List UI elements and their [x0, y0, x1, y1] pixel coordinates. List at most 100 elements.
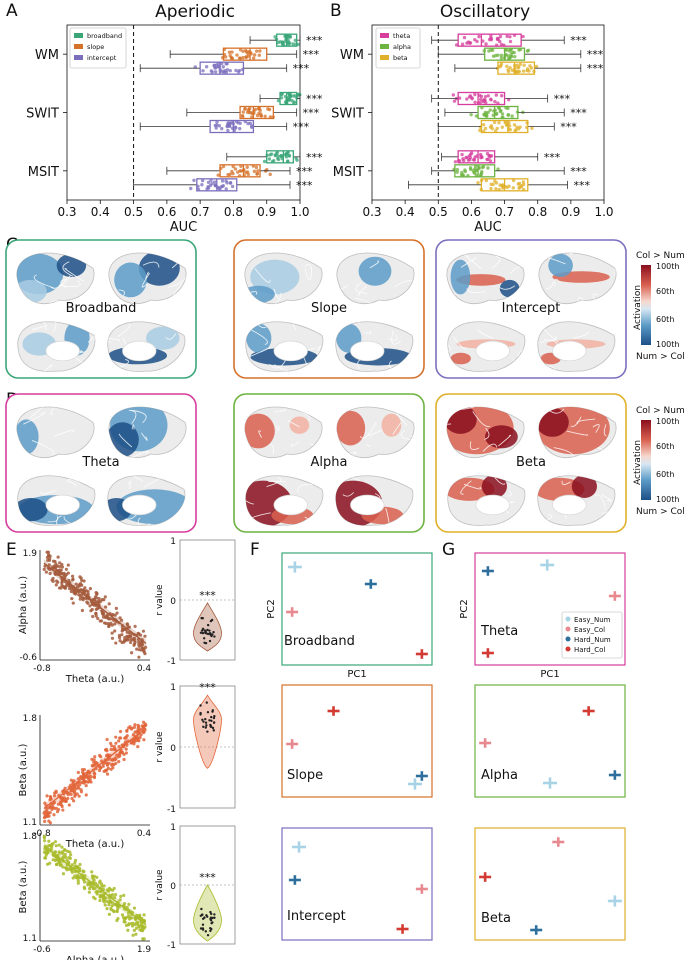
- x-tick-label: 0.5: [429, 205, 448, 219]
- y-axis-label: Alpha (a.u.): [18, 576, 29, 634]
- scatter-point: [90, 870, 94, 874]
- scatter-point: [47, 553, 51, 557]
- parcel-border: [66, 478, 81, 485]
- data-point: [229, 55, 234, 60]
- scatter-point: [75, 585, 80, 589]
- scatter-point: [73, 858, 78, 862]
- brain-medial-left: [447, 321, 526, 372]
- data-point: [498, 34, 503, 39]
- colorbar-d-tick-3: 60th: [656, 470, 674, 479]
- scatter-point: [86, 592, 90, 596]
- scatter-point: [133, 642, 137, 646]
- scatter-point: [129, 916, 134, 920]
- scatter-point: [103, 595, 107, 599]
- scatter-point: [118, 729, 123, 734]
- data-point: [268, 153, 272, 157]
- scatter-point: [105, 907, 109, 911]
- scatter-point: [86, 883, 90, 887]
- parcel-border: [117, 323, 131, 338]
- data-point: [276, 98, 281, 103]
- colorbar-c-axis-label: Activation: [633, 285, 643, 330]
- data-point: [481, 122, 486, 127]
- data-point: [217, 186, 221, 190]
- medial-wall: [475, 494, 510, 516]
- scatter-point: [94, 607, 98, 612]
- parcel-border: [137, 517, 145, 526]
- data-point: [268, 115, 273, 119]
- parcel-border: [274, 364, 294, 372]
- scatter-point: [110, 636, 115, 640]
- data-point: [494, 187, 498, 191]
- parcel-border: [127, 480, 132, 490]
- data-point: [479, 171, 484, 175]
- parcel-border: [499, 285, 516, 290]
- y-tick-label: 0: [170, 597, 176, 607]
- regression-line: [43, 727, 147, 810]
- brain-medial-left: [17, 475, 96, 526]
- data-point: [455, 167, 460, 172]
- scatter-point: [101, 894, 105, 898]
- y-tick-label: 1.9: [23, 549, 38, 559]
- data-point: [262, 159, 267, 164]
- scatter-point: [112, 886, 116, 891]
- scatter-point: [89, 780, 93, 784]
- panel-d-brain-maps: Theta Alpha Beta: [5, 393, 627, 533]
- activation-region: [146, 326, 180, 350]
- scatter-point: [143, 651, 147, 656]
- scatter-point: [98, 766, 103, 770]
- scatter-point: [71, 578, 75, 582]
- scatter-point: [92, 774, 96, 779]
- data-point: [476, 180, 480, 185]
- scatter-point: [87, 890, 91, 894]
- data-point: [495, 37, 500, 42]
- data-point: [518, 125, 522, 129]
- scatter-point: [51, 559, 56, 563]
- scatter-point: [110, 904, 114, 908]
- scatter-point: [108, 617, 113, 621]
- violin-point: [211, 921, 214, 924]
- group-label: WM: [35, 48, 59, 63]
- data-point: [472, 158, 477, 162]
- scatter-point: [141, 629, 146, 633]
- scatter-point: [115, 753, 119, 757]
- data-point: [495, 126, 499, 131]
- parcel-border: [507, 490, 512, 497]
- scatter-point: [102, 598, 106, 602]
- data-point: [255, 113, 260, 118]
- scatter-point: [120, 913, 125, 917]
- data-point: [460, 170, 464, 175]
- scatter-point: [69, 783, 73, 787]
- scatter-point: [70, 587, 74, 591]
- data-point: [493, 179, 497, 183]
- panel-letter-g: G: [442, 540, 455, 560]
- data-point: [477, 93, 482, 98]
- scatter-point: [43, 813, 47, 817]
- legend-swatch-alpha: [380, 44, 389, 49]
- scatter-point: [132, 636, 137, 640]
- violin-point: [209, 910, 212, 914]
- data-point: [464, 155, 468, 160]
- violin-point: [202, 720, 205, 723]
- data-point: [526, 48, 531, 53]
- x-tick-label: 0.4: [137, 829, 152, 839]
- data-point: [486, 94, 490, 98]
- scatter-point: [122, 752, 126, 757]
- parcel-border: [165, 333, 177, 340]
- violin-y-label: r value: [155, 584, 165, 616]
- scatter-point: [73, 592, 78, 596]
- y-axis-label: Beta (a.u.): [18, 743, 29, 796]
- parcel-border: [391, 330, 402, 345]
- parcel-border: [292, 323, 297, 331]
- box-beta: [497, 61, 536, 75]
- scatter-point: [130, 651, 134, 655]
- data-point: [484, 42, 488, 46]
- significance-label: ***: [587, 62, 604, 75]
- parcel-border: [573, 331, 589, 339]
- data-point: [488, 108, 492, 112]
- violin-point: [208, 719, 211, 722]
- scatter-point: [47, 563, 51, 567]
- legend-marker-easy_num: [565, 616, 571, 622]
- data-point: [494, 93, 499, 97]
- data-point: [224, 179, 228, 183]
